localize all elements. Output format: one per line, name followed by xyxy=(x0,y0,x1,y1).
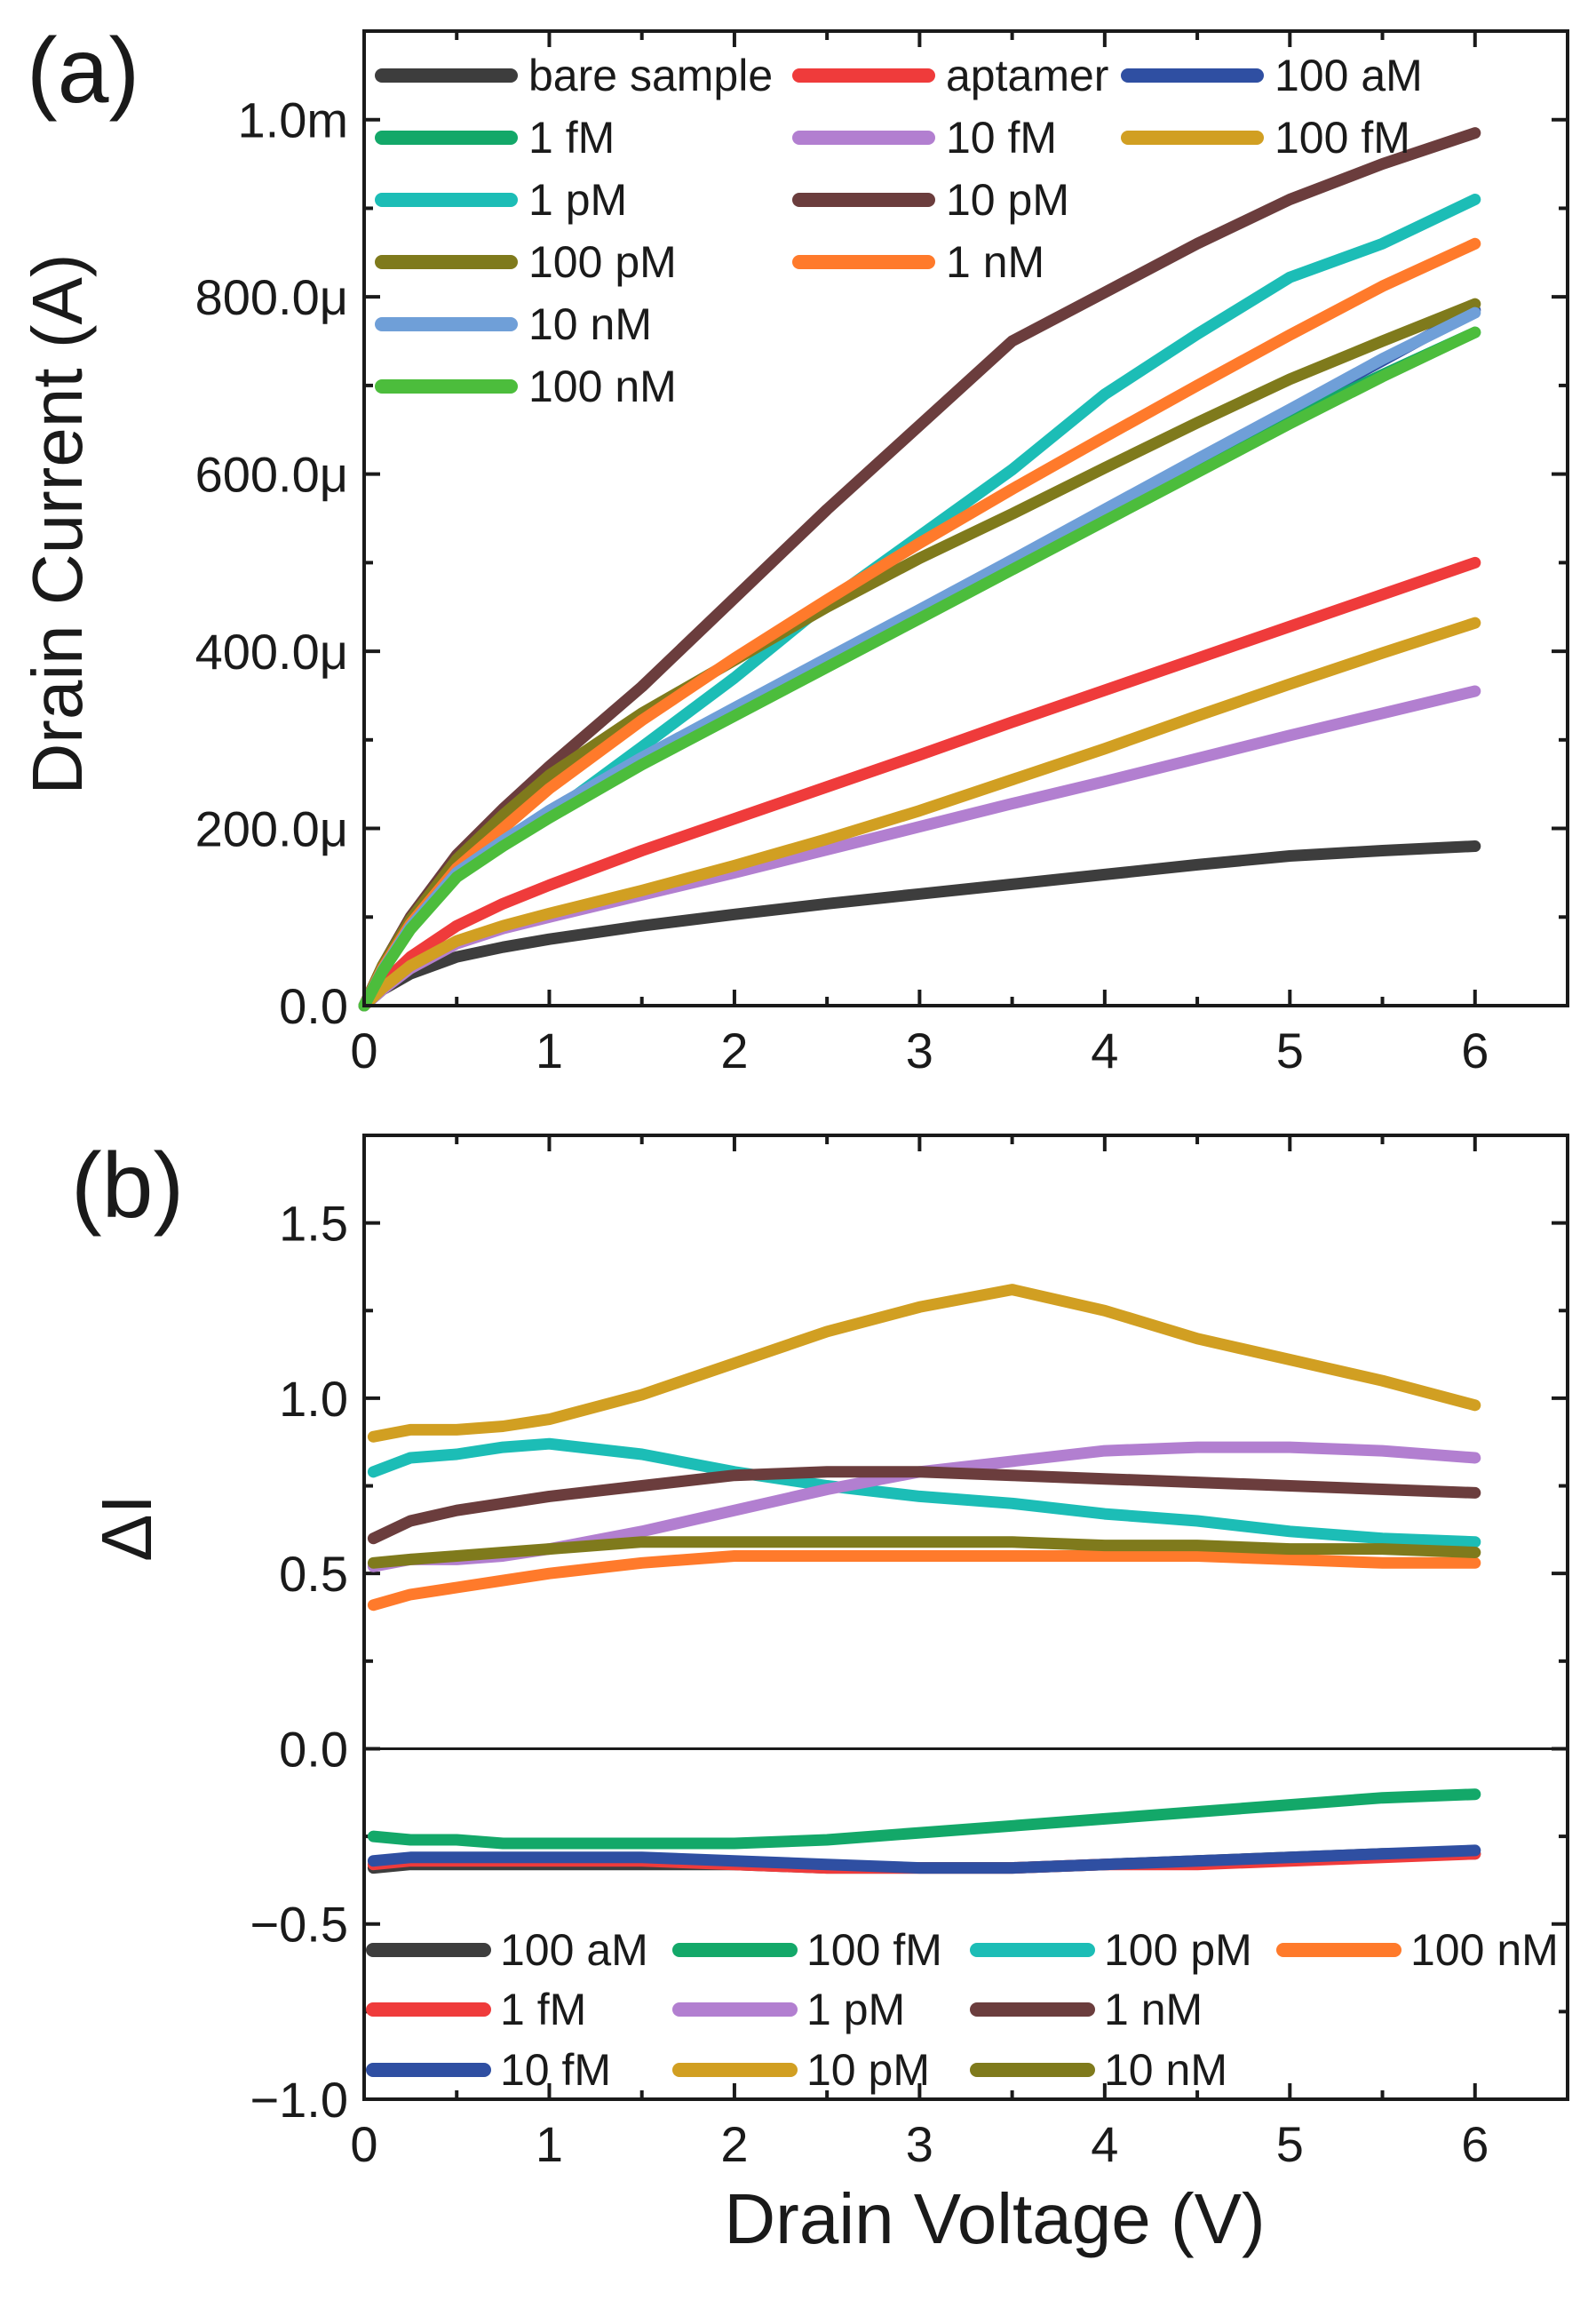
x-tick-label: 1 xyxy=(536,1023,563,1078)
legend-label-1-pm: 1 pM xyxy=(806,1985,905,2034)
x-tick-label: 1 xyxy=(536,2116,563,2172)
y-tick-label: 1.0 xyxy=(279,1371,348,1427)
y-tick-label: 200.0μ xyxy=(195,801,348,857)
legend-label-aptamer: aptamer xyxy=(946,51,1108,100)
y-tick-label: 400.0μ xyxy=(195,624,348,680)
y-tick-label: 0.5 xyxy=(279,1546,348,1602)
x-tick-label: 4 xyxy=(1091,2116,1118,2172)
legend-label-10-fm: 10 fM xyxy=(946,113,1057,163)
panel-a-drain-current-chart: (a) 0 1 2 3 4 5 6 0.0 200.0μ 400.0μ 600.0μ 800.0μ 1.… xyxy=(18,20,1569,1078)
legend-label-100-am: 100 aM xyxy=(1274,51,1423,100)
panel-b-delta-i-chart: (b) 0 1 2 3 4 5 6−1.0−0.50.00.51.01.5 100 aM 10… xyxy=(71,1134,1569,2258)
panel-b-x-axis-title: Drain Voltage (V) xyxy=(724,2179,1265,2258)
panel-b-plot-frame xyxy=(362,1134,1569,2101)
x-tick-label: 2 xyxy=(720,1023,748,1078)
legend-label-100-am: 100 aM xyxy=(500,1925,648,1975)
panel-a-legend: bare sample aptamer 100 aM 1 fM 10 fM 100 fM 1… xyxy=(375,51,1423,411)
legend-label-100-pm: 100 pM xyxy=(528,237,677,287)
x-tick-label: 3 xyxy=(906,1023,933,1078)
x-tick-label: 6 xyxy=(1461,1023,1489,1078)
panel-b-legend: 100 aM 100 fM 100 pM 100 nM 1 fM 1 pM 1 nM 10 f… xyxy=(366,1925,1559,2095)
panel-a-ticks: 0 1 2 3 4 5 6 0.0 200.0μ 400.0μ 600.0μ 800.0μ 1.0m xyxy=(195,29,1569,1078)
series-line-100-fm xyxy=(367,1788,1481,1850)
panel-a-series-group xyxy=(358,127,1481,1012)
y-tick-label: 0.0 xyxy=(279,978,348,1034)
panel-b-y-axis-title: ΔI xyxy=(87,1494,166,1562)
legend-label-100-pm: 100 pM xyxy=(1104,1925,1252,1975)
legend-label-bare-sample: bare sample xyxy=(528,51,773,100)
y-tick-label: 1.5 xyxy=(279,1196,348,1252)
legend-label-1-fm: 1 fM xyxy=(528,113,615,163)
x-tick-label: 2 xyxy=(720,2116,748,2172)
y-tick-label: 0.0 xyxy=(279,1721,348,1777)
legend-label-100-fm: 100 fM xyxy=(806,1925,942,1975)
y-tick-label: 1.0m xyxy=(238,92,349,148)
legend-label-10-pm: 10 pM xyxy=(806,2045,930,2095)
x-tick-label: 6 xyxy=(1461,2116,1489,2172)
panel-a-label: (a) xyxy=(27,20,139,123)
series-line-bare-sample xyxy=(358,840,1481,1012)
series-line-10-nm xyxy=(367,1536,1481,1569)
series-line-10-fm xyxy=(367,1844,1481,1874)
panel-b-series-group xyxy=(367,1284,1481,1874)
legend-label-10-nm: 10 nM xyxy=(1104,2045,1227,2095)
panel-a-y-axis-title: Drain Current (A) xyxy=(18,253,97,794)
legend-label-1-fm: 1 fM xyxy=(500,1985,586,2034)
legend-label-1-nm: 1 nM xyxy=(1104,1985,1203,2034)
legend-label-100-fm: 100 fM xyxy=(1274,113,1410,163)
x-tick-label: 0 xyxy=(350,2116,377,2172)
x-tick-label: 4 xyxy=(1091,1023,1118,1078)
legend-label-100-nm: 100 nM xyxy=(528,362,677,411)
series-line-10-pm xyxy=(367,1284,1481,1443)
legend-label-100-nm: 100 nM xyxy=(1410,1925,1559,1975)
legend-label-10-nm: 10 nM xyxy=(528,299,652,349)
series-line-100-nm xyxy=(358,326,1481,1012)
legend-label-10-pm: 10 pM xyxy=(946,175,1069,225)
panel-b-label: (b) xyxy=(71,1134,184,1238)
panel-a-plot-frame xyxy=(362,29,1569,1007)
legend-label-1-nm: 1 nM xyxy=(946,237,1044,287)
y-tick-label: −1.0 xyxy=(250,2072,348,2128)
x-tick-label: 3 xyxy=(906,2116,933,2172)
panel-b-ticks: 0 1 2 3 4 5 6 −1.0 −0.5 0.0 0.5 1.0 1.5 xyxy=(250,1134,1569,2172)
series-line-aptamer xyxy=(358,556,1481,1012)
x-tick-label: 5 xyxy=(1276,1023,1304,1078)
legend-label-10-fm: 10 fM xyxy=(500,2045,611,2095)
x-tick-label: 0 xyxy=(350,1023,377,1078)
y-tick-label: −0.5 xyxy=(250,1897,348,1953)
legend-label-1-pm: 1 pM xyxy=(528,175,627,225)
series-line-100-nm xyxy=(367,1550,1481,1612)
x-tick-label: 5 xyxy=(1276,2116,1304,2172)
series-line-100-fm xyxy=(358,617,1481,1012)
y-tick-label: 600.0μ xyxy=(195,447,348,503)
series-line-1-nm xyxy=(367,1466,1481,1545)
y-tick-label: 800.0μ xyxy=(195,269,348,325)
